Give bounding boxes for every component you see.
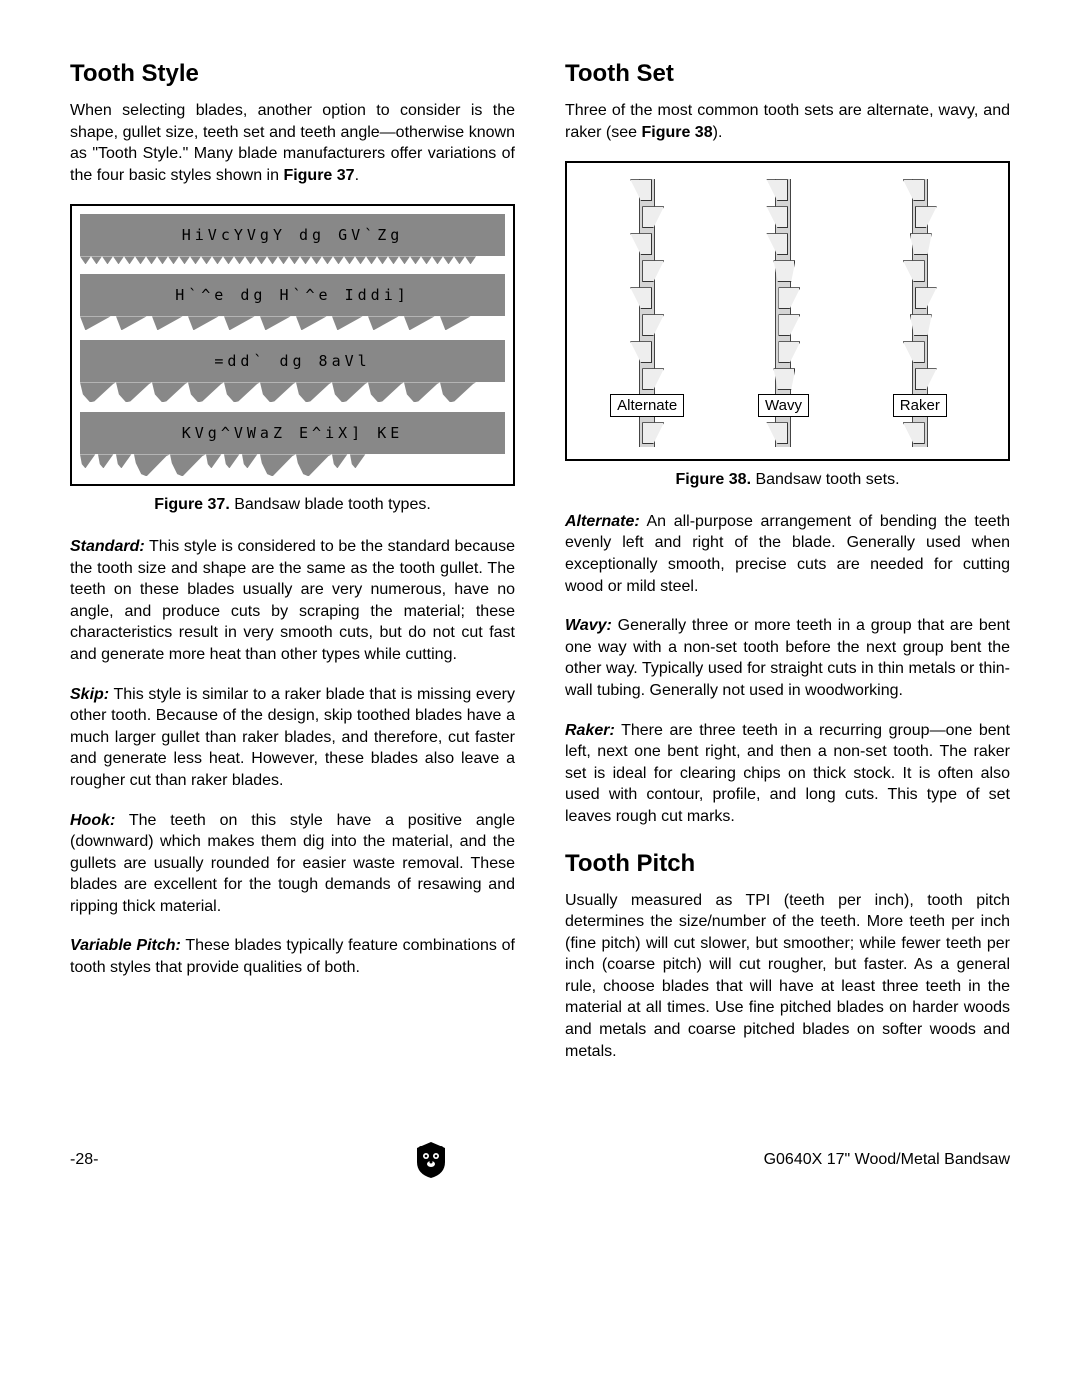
set-column-alternate: Alternate <box>602 179 692 447</box>
para-tooth-set-intro: Three of the most common tooth sets are … <box>565 100 1010 143</box>
label-standard: Standard: <box>70 538 145 555</box>
para-tooth-pitch: Usually measured as TPI (teeth per inch)… <box>565 890 1010 1063</box>
blade-std: HiVcYVgY dg GV`Zg <box>80 214 505 264</box>
para-alternate: Alternate: An all-purpose arrangement of… <box>565 511 1010 597</box>
blade-label: H`^e dg H`^e Iddi] <box>175 286 410 304</box>
para-wavy: Wavy: Generally three or more teeth in a… <box>565 615 1010 701</box>
page-content: Tooth Style When selecting blades, anoth… <box>70 60 1010 1080</box>
fig38-caption-bold: Figure 38. <box>675 471 751 488</box>
blade-label: HiVcYVgY dg GV`Zg <box>182 226 404 244</box>
label-skip: Skip: <box>70 686 109 703</box>
model-label: G0640X 17" Wood/Metal Bandsaw <box>764 1151 1010 1169</box>
text-raker: There are three teeth in a recurring gro… <box>565 722 1010 825</box>
text-hook: The teeth on this style have a positive … <box>70 812 515 915</box>
set-intro-text: Three of the most common tooth sets are … <box>565 102 1010 141</box>
para-hook: Hook: The teeth on this style have a pos… <box>70 810 515 918</box>
text-wavy: Generally three or more teeth in a group… <box>565 617 1010 699</box>
para-tooth-style-intro: When selecting blades, another option to… <box>70 100 515 186</box>
text-skip: This style is similar to a raker blade t… <box>70 686 515 789</box>
heading-tooth-style: Tooth Style <box>70 60 515 88</box>
figref-37: Figure 37 <box>283 167 354 184</box>
label-wavy: Wavy: <box>565 617 612 634</box>
set-intro-end: ). <box>713 124 723 141</box>
text-standard: This style is considered to be the stand… <box>70 538 515 663</box>
blade-label: =dd` dg 8aVl <box>214 352 370 370</box>
heading-tooth-pitch: Tooth Pitch <box>565 850 1010 878</box>
blade-skip: H`^e dg H`^e Iddi] <box>80 274 505 330</box>
para-standard: Standard: This style is considered to be… <box>70 536 515 666</box>
blade-var: KVg^VWaZ E^iX] KE <box>80 412 505 476</box>
logo-icon <box>413 1140 449 1180</box>
figure-38: Alternate Wavy Raker <box>565 161 1010 461</box>
para-skip: Skip: This style is similar to a raker b… <box>70 684 515 792</box>
figure-37: HiVcYVgY dg GV`Zg H`^e dg H`^e Iddi] =dd` … <box>70 204 515 486</box>
left-column: Tooth Style When selecting blades, anoth… <box>70 60 515 1080</box>
para-raker: Raker: There are three teeth in a recurr… <box>565 720 1010 828</box>
set-label-alternate: Alternate <box>610 394 684 417</box>
figure-38-caption: Figure 38. Bandsaw tooth sets. <box>565 469 1010 491</box>
set-label-raker: Raker <box>893 394 947 417</box>
label-raker: Raker: <box>565 722 615 739</box>
label-hook: Hook: <box>70 812 115 829</box>
fig38-caption-rest: Bandsaw tooth sets. <box>751 471 900 488</box>
para-variable-pitch: Variable Pitch: These blades typically f… <box>70 935 515 978</box>
intro-end: . <box>355 167 359 184</box>
figure-37-caption: Figure 37. Bandsaw blade tooth types. <box>70 494 515 516</box>
blade-label: KVg^VWaZ E^iX] KE <box>182 424 404 442</box>
set-column-wavy: Wavy <box>738 179 828 447</box>
fig37-caption-rest: Bandsaw blade tooth types. <box>230 496 431 513</box>
label-vp: Variable Pitch: <box>70 937 181 954</box>
label-alternate: Alternate: <box>565 513 640 530</box>
heading-tooth-set: Tooth Set <box>565 60 1010 88</box>
right-column: Tooth Set Three of the most common tooth… <box>565 60 1010 1080</box>
blade-hook: =dd` dg 8aVl <box>80 340 505 402</box>
set-label-wavy: Wavy <box>758 394 809 417</box>
page-number: -28- <box>70 1151 98 1169</box>
page-footer: -28- G0640X 17" Wood/Metal Bandsaw <box>70 1140 1010 1180</box>
figref-38: Figure 38 <box>641 124 712 141</box>
set-column-raker: Raker <box>875 179 965 447</box>
fig37-caption-bold: Figure 37. <box>154 496 230 513</box>
